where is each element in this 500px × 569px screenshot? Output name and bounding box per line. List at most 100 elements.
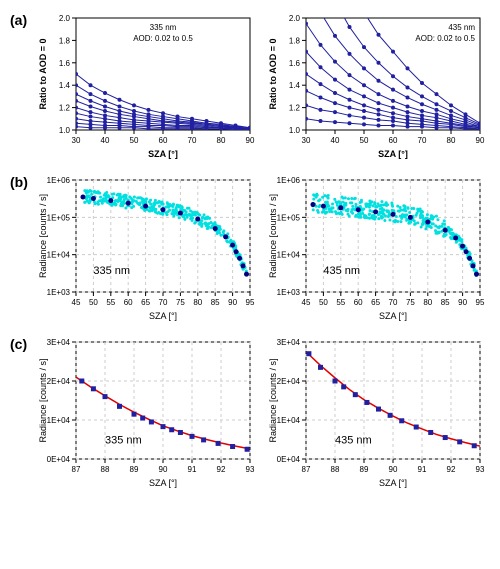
svg-text:1.4: 1.4 <box>289 81 301 90</box>
svg-text:89: 89 <box>130 465 139 474</box>
svg-text:60: 60 <box>354 298 363 307</box>
panel-pair-a: 30 40 50 60 70 80 90 1.0 1.2 1.4 1.6 1.8 2.0 SZA [°] R… <box>34 10 490 160</box>
svg-text:50: 50 <box>89 298 98 307</box>
svg-text:90: 90 <box>246 136 255 145</box>
svg-text:91: 91 <box>188 465 197 474</box>
svg-text:1E+04: 1E+04 <box>47 251 71 260</box>
svg-text:335 nm: 335 nm <box>105 434 142 446</box>
svg-text:95: 95 <box>246 298 255 307</box>
svg-text:40: 40 <box>101 136 110 145</box>
panel-a-right: 304050607080901.01.21.41.61.82.0SZA [°]R… <box>264 10 486 160</box>
svg-text:85: 85 <box>441 298 450 307</box>
svg-text:1.0: 1.0 <box>289 126 301 135</box>
svg-text:Radiance [counts / s]: Radiance [counts / s] <box>38 194 48 278</box>
svg-text:80: 80 <box>217 136 226 145</box>
svg-text:80: 80 <box>193 298 202 307</box>
svg-text:90: 90 <box>476 136 485 145</box>
svg-text:55: 55 <box>336 298 345 307</box>
svg-text:50: 50 <box>130 136 139 145</box>
svg-text:1.2: 1.2 <box>289 104 301 113</box>
svg-text:1E+04: 1E+04 <box>47 416 71 425</box>
panel-pair-b: 45 50 55 60 65 70 75 80 85 90 95 1E+03 1E+04 1E+05 1E+… <box>34 172 490 322</box>
panel-b-left: 45 50 55 60 65 70 75 80 85 90 95 1E+03 1E+04 1E+05 1E+… <box>34 172 256 322</box>
svg-text:1E+05: 1E+05 <box>277 213 301 222</box>
svg-text:93: 93 <box>246 465 255 474</box>
panel-pair-c: 87 88 89 90 91 92 93 0E+04 1E+04 2E+04 3E+04 SZA [°… <box>34 334 490 489</box>
row-a: (a) 30 40 50 60 70 80 90 1.0 1.2 1.4 1.6 1.8 2.0 SZA … <box>10 10 490 160</box>
svg-text:AOD: 0.02 to 0.5: AOD: 0.02 to 0.5 <box>133 34 193 43</box>
row-label-b: (b) <box>10 172 34 190</box>
svg-text:1E+04: 1E+04 <box>277 416 301 425</box>
svg-text:90: 90 <box>228 298 237 307</box>
svg-text:1.8: 1.8 <box>289 36 301 45</box>
svg-text:1.4: 1.4 <box>59 81 71 90</box>
svg-text:30: 30 <box>72 136 81 145</box>
svg-text:335 nm: 335 nm <box>150 23 177 32</box>
svg-text:92: 92 <box>447 465 456 474</box>
svg-text:335 nm: 335 nm <box>93 265 130 277</box>
svg-text:75: 75 <box>176 298 185 307</box>
svg-text:85: 85 <box>211 298 220 307</box>
svg-text:80: 80 <box>447 136 456 145</box>
svg-text:1E+03: 1E+03 <box>47 288 71 297</box>
svg-text:AOD: 0.02 to 0.5: AOD: 0.02 to 0.5 <box>415 34 475 43</box>
svg-text:90: 90 <box>389 465 398 474</box>
panel-c-left: 878889909192930E+041E+042E+043E+04SZA [°… <box>34 334 256 489</box>
svg-text:2E+04: 2E+04 <box>47 377 71 386</box>
svg-text:Radiance [counts / s]: Radiance [counts / s] <box>268 358 278 442</box>
svg-text:1E+05: 1E+05 <box>47 213 71 222</box>
svg-text:1E+03: 1E+03 <box>277 288 301 297</box>
svg-text:SZA [°]: SZA [°] <box>149 311 177 321</box>
svg-text:Radiance [counts / s]: Radiance [counts / s] <box>268 194 278 278</box>
svg-text:90: 90 <box>458 298 467 307</box>
svg-text:70: 70 <box>389 298 398 307</box>
svg-text:88: 88 <box>331 465 340 474</box>
svg-text:435 nm: 435 nm <box>323 265 360 277</box>
panel-a-left: 304050607080901.01.21.41.61.82.0SZA [°]R… <box>34 10 256 160</box>
svg-text:1E+06: 1E+06 <box>47 176 71 185</box>
svg-text:1.6: 1.6 <box>289 59 301 68</box>
svg-text:60: 60 <box>124 298 133 307</box>
svg-text:87: 87 <box>302 465 311 474</box>
row-label-c: (c) <box>10 334 34 352</box>
svg-text:SZA [°]: SZA [°] <box>148 149 178 159</box>
svg-text:90: 90 <box>159 465 168 474</box>
svg-text:70: 70 <box>188 136 197 145</box>
svg-text:95: 95 <box>476 298 485 307</box>
svg-text:60: 60 <box>159 136 168 145</box>
svg-text:2E+04: 2E+04 <box>277 377 301 386</box>
row-label-a: (a) <box>10 10 34 28</box>
svg-text:45: 45 <box>72 298 81 307</box>
svg-text:50: 50 <box>319 298 328 307</box>
svg-text:Radiance [counts / s]: Radiance [counts / s] <box>38 358 48 442</box>
svg-text:92: 92 <box>217 465 226 474</box>
svg-text:3E+04: 3E+04 <box>47 338 71 347</box>
svg-text:SZA [°]: SZA [°] <box>149 478 177 488</box>
svg-text:75: 75 <box>406 298 415 307</box>
figure: (a) 30 40 50 60 70 80 90 1.0 1.2 1.4 1.6 1.8 2.0 SZA … <box>10 10 490 489</box>
svg-text:65: 65 <box>371 298 380 307</box>
panel-b-right: 45505560657075808590951E+031E+041E+051E+… <box>264 172 486 322</box>
svg-text:1.6: 1.6 <box>59 59 71 68</box>
svg-text:40: 40 <box>331 136 340 145</box>
svg-text:70: 70 <box>159 298 168 307</box>
svg-text:91: 91 <box>418 465 427 474</box>
svg-text:SZA [°]: SZA [°] <box>378 149 408 159</box>
svg-text:89: 89 <box>360 465 369 474</box>
svg-text:2.0: 2.0 <box>289 14 301 23</box>
svg-text:93: 93 <box>476 465 485 474</box>
svg-text:0E+04: 0E+04 <box>277 455 301 464</box>
svg-text:Ratio to AOD = 0: Ratio to AOD = 0 <box>38 39 48 110</box>
svg-text:55: 55 <box>106 298 115 307</box>
svg-text:1.8: 1.8 <box>59 36 71 45</box>
svg-text:0E+04: 0E+04 <box>47 455 71 464</box>
svg-text:45: 45 <box>302 298 311 307</box>
svg-text:70: 70 <box>418 136 427 145</box>
panel-c-right: 878889909192930E+041E+042E+043E+04SZA [°… <box>264 334 486 489</box>
svg-text:87: 87 <box>72 465 81 474</box>
svg-text:1E+04: 1E+04 <box>277 251 301 260</box>
svg-text:1.2: 1.2 <box>59 104 71 113</box>
svg-text:65: 65 <box>141 298 150 307</box>
svg-text:1E+06: 1E+06 <box>277 176 301 185</box>
svg-text:Ratio to AOD = 0: Ratio to AOD = 0 <box>268 39 278 110</box>
